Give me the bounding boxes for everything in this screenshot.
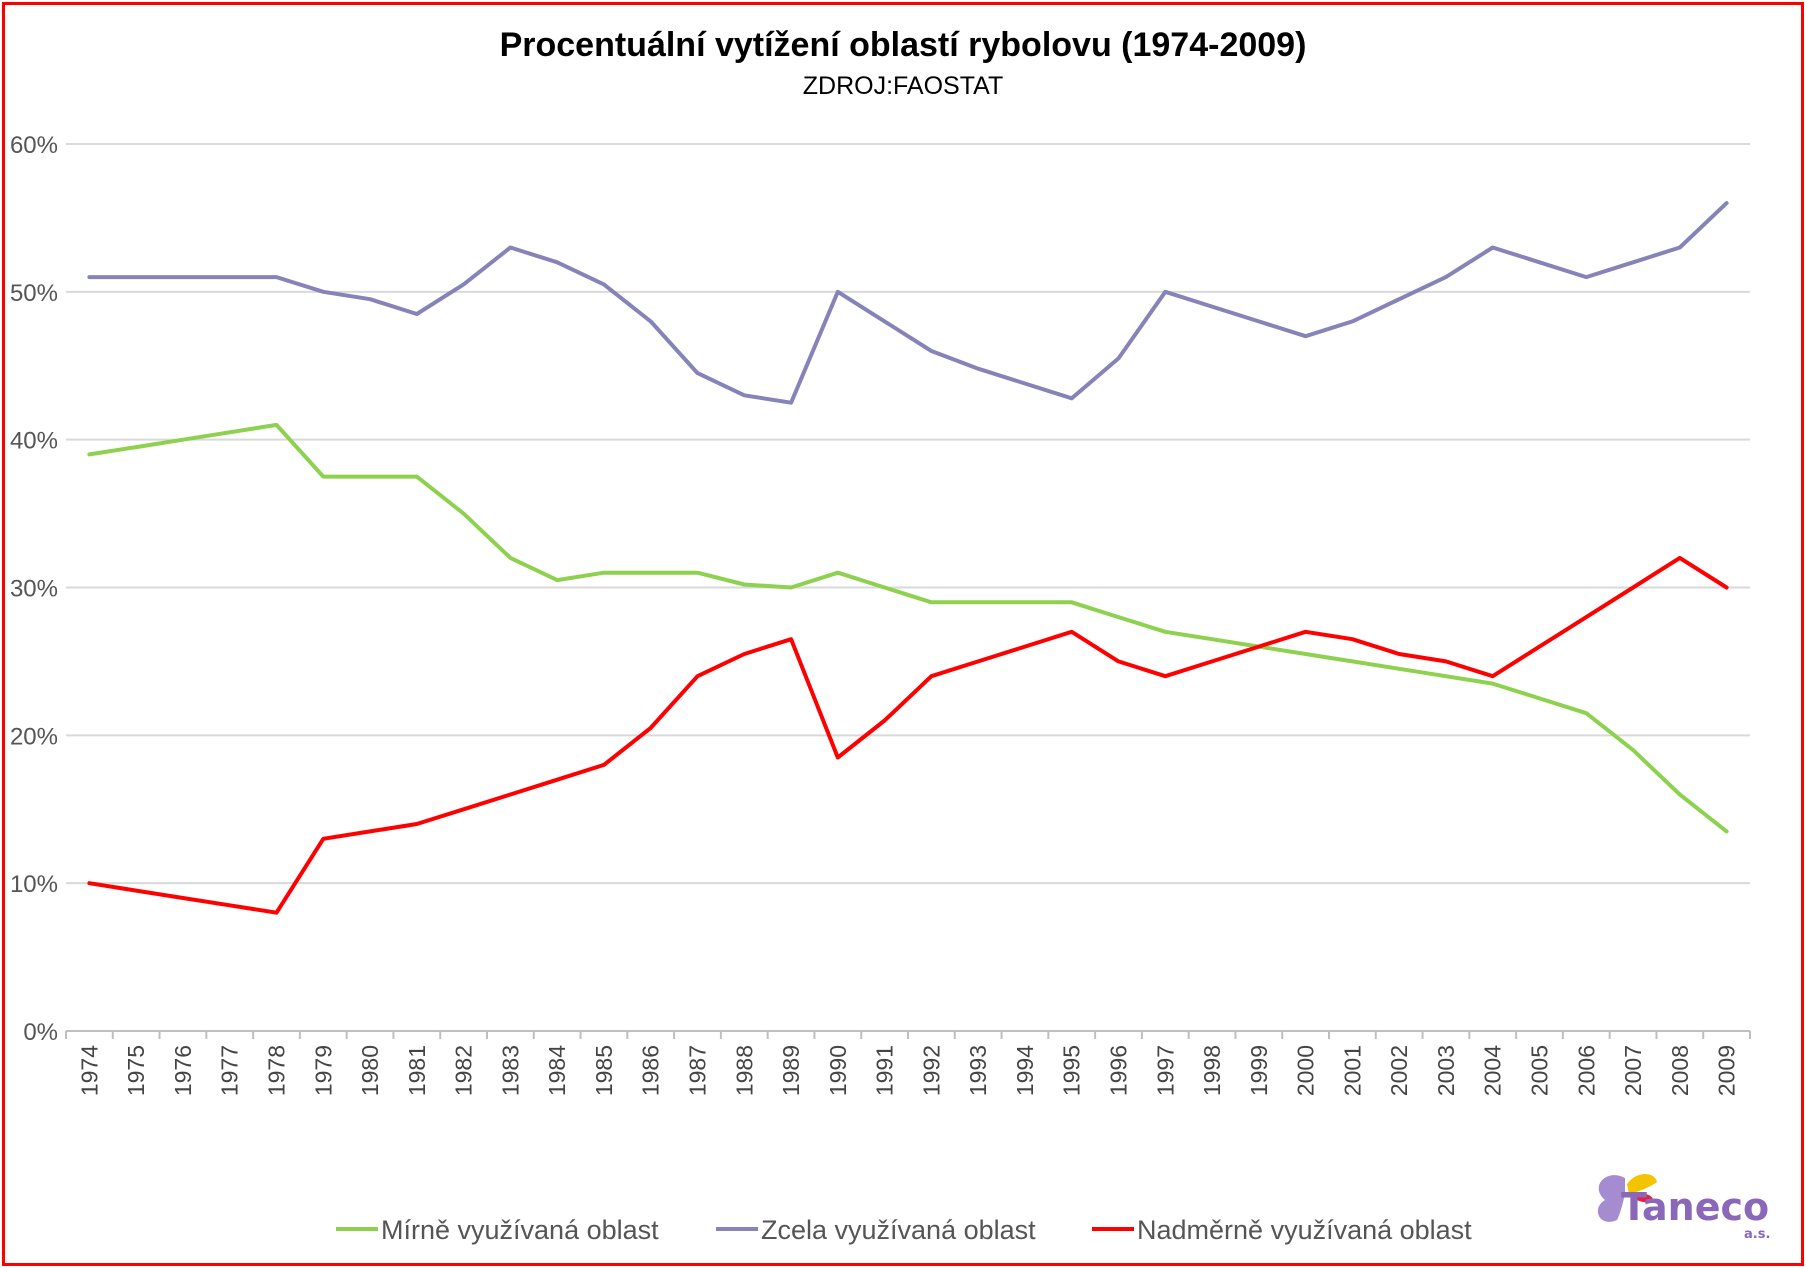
x-tick-label: 1994 <box>1012 1045 1038 1096</box>
x-tick-label: 1999 <box>1246 1045 1272 1096</box>
x-tick-label: 1977 <box>217 1045 243 1096</box>
series-line-3 <box>87 555 1729 915</box>
series-lines <box>87 201 1729 915</box>
x-tick-label: 2000 <box>1293 1045 1319 1096</box>
x-tick-label: 1993 <box>965 1045 991 1096</box>
x-tick-label: 2003 <box>1433 1045 1459 1096</box>
y-tick-label: 30% <box>10 576 58 603</box>
x-tick-label: 2007 <box>1620 1045 1646 1096</box>
x-tick-label: 2009 <box>1714 1045 1740 1096</box>
taneco-logo: Taneco a.s. <box>1597 1174 1770 1242</box>
x-tick-label: 1987 <box>685 1045 711 1096</box>
chart-title: Procentuální vytížení oblastí rybolovu (… <box>499 26 1307 64</box>
legend-label-1: Mírně využívaná oblast <box>381 1215 659 1245</box>
x-tick-label: 2002 <box>1386 1045 1412 1096</box>
x-tick-label: 2005 <box>1527 1045 1553 1096</box>
x-tick-label: 1996 <box>1106 1045 1132 1096</box>
x-axis <box>65 1030 1751 1039</box>
series-line-1 <box>87 422 1729 834</box>
x-tick-label: 1986 <box>638 1045 664 1096</box>
y-axis-ticks: 0% 10% 20% 30% 40% 50% 60% <box>10 132 58 1046</box>
x-axis-ticks: 1974 1975 1976 1977 1978 1979 1980 1981 1982 1983… <box>76 1045 1739 1096</box>
x-tick-label: 2008 <box>1667 1045 1693 1096</box>
x-tick-label: 1981 <box>404 1045 430 1096</box>
x-tick-label: 1995 <box>1059 1045 1085 1096</box>
x-tick-label: 1980 <box>357 1045 383 1096</box>
y-tick-label: 20% <box>10 723 58 750</box>
y-tick-label: 50% <box>10 280 58 307</box>
x-tick-label: 2001 <box>1339 1045 1365 1096</box>
chart-subtitle: ZDROJ:FAOSTAT <box>802 72 1004 100</box>
logo-suffix: a.s. <box>1744 1227 1770 1242</box>
x-tick-label: 1979 <box>310 1045 336 1096</box>
x-tick-label: 1992 <box>918 1045 944 1096</box>
x-tick-label: 2004 <box>1480 1045 1506 1096</box>
x-tick-label: 1982 <box>451 1045 477 1096</box>
series-line-2 <box>87 201 1729 405</box>
y-tick-label: 40% <box>10 428 58 455</box>
x-tick-label: 1974 <box>76 1045 102 1096</box>
x-tick-label: 1985 <box>591 1045 617 1096</box>
legend: Mírně využívaná oblast Zcela využívaná ob… <box>336 1215 1472 1245</box>
x-tick-label: 1989 <box>778 1045 804 1096</box>
x-tick-label: 1978 <box>264 1045 290 1096</box>
x-tick-label: 1983 <box>497 1045 523 1096</box>
x-tick-label: 1975 <box>123 1045 149 1096</box>
x-tick-label: 2006 <box>1573 1045 1599 1096</box>
x-tick-label: 1997 <box>1152 1045 1178 1096</box>
y-tick-label: 10% <box>10 871 58 898</box>
logo-text: Taneco <box>1621 1185 1769 1229</box>
x-tick-label: 1988 <box>731 1045 757 1096</box>
x-tick-label: 1991 <box>872 1045 898 1096</box>
butterfly-icon <box>1597 1174 1657 1222</box>
x-tick-label: 1984 <box>544 1045 570 1096</box>
y-tick-label: 60% <box>10 132 58 159</box>
x-tick-label: 1998 <box>1199 1045 1225 1096</box>
legend-label-3: Nadměrně využívaná oblast <box>1137 1215 1472 1245</box>
legend-label-2: Zcela využívaná oblast <box>761 1215 1036 1245</box>
x-tick-label: 1976 <box>170 1045 196 1096</box>
y-tick-label: 0% <box>23 1019 58 1046</box>
gridlines <box>66 143 1750 885</box>
x-tick-label: 1990 <box>825 1045 851 1096</box>
